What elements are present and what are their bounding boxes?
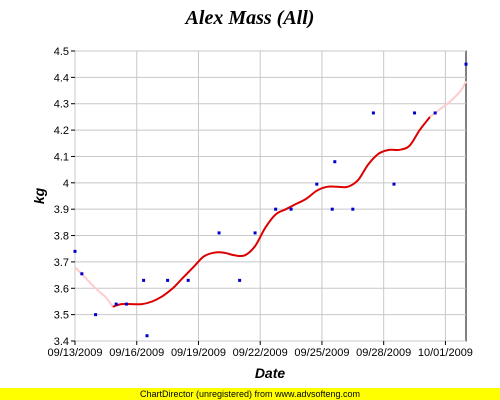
data-point <box>330 207 334 211</box>
data-point <box>94 313 98 317</box>
trend-line-main <box>112 116 431 308</box>
y-tick-label: 4.4 <box>54 72 69 84</box>
y-tick-label: 3.4 <box>54 336 69 348</box>
data-point <box>124 302 128 306</box>
y-tick-label: 4.5 <box>54 46 69 58</box>
x-axis-label: Date <box>255 365 286 381</box>
x-tick-label: 09/25/2009 <box>294 347 349 359</box>
data-point <box>73 249 77 253</box>
y-tick-label: 3.5 <box>54 310 69 322</box>
x-tick-label: 09/13/2009 <box>47 347 102 359</box>
y-tick-label: 3.8 <box>54 231 69 243</box>
data-point <box>217 231 221 235</box>
footer-banner: ChartDirector (unregistered) from www.ad… <box>0 388 500 400</box>
data-point <box>371 111 375 115</box>
x-tick-label: 09/16/2009 <box>109 347 164 359</box>
data-point <box>145 334 149 338</box>
y-tick-label: 3.6 <box>54 283 69 295</box>
y-axis-label: kg <box>31 187 47 204</box>
y-tick-label: 3.9 <box>54 204 69 216</box>
data-point <box>333 160 337 164</box>
data-point <box>166 278 170 282</box>
y-tick-label: 4.3 <box>54 99 69 111</box>
chart-title: Alex Mass (All) <box>184 7 315 29</box>
y-tick-label: 4.1 <box>54 151 69 163</box>
x-tick-label: 09/19/2009 <box>171 347 226 359</box>
axes: 3.4 3.5 3.6 3.7 3.8 3.9 4 4.1 4.2 4.3 4.4 4.5 09/13/… <box>47 46 472 359</box>
data-point <box>186 278 190 282</box>
data-point <box>142 278 146 282</box>
grid <box>74 50 466 342</box>
data-point <box>114 302 118 306</box>
plot-area <box>74 50 467 342</box>
data-point <box>289 207 293 211</box>
data-point <box>413 111 417 115</box>
data-point <box>238 278 242 282</box>
data-point <box>80 272 84 276</box>
trend-line-end <box>429 80 467 118</box>
data-point <box>433 111 437 115</box>
data-point <box>274 207 278 211</box>
data-points <box>73 62 468 338</box>
data-point <box>392 182 396 186</box>
data-point <box>253 231 257 235</box>
x-tick-label: 09/28/2009 <box>356 347 411 359</box>
x-tick-label: 09/22/2009 <box>233 347 288 359</box>
data-point <box>351 207 355 211</box>
y-tick-label: 4.2 <box>54 125 69 137</box>
data-point <box>315 182 319 186</box>
x-tick-label: 10/01/2009 <box>418 347 473 359</box>
data-point <box>464 62 468 66</box>
y-tick-label: 3.7 <box>54 257 69 269</box>
y-tick-label: 4 <box>63 178 69 190</box>
